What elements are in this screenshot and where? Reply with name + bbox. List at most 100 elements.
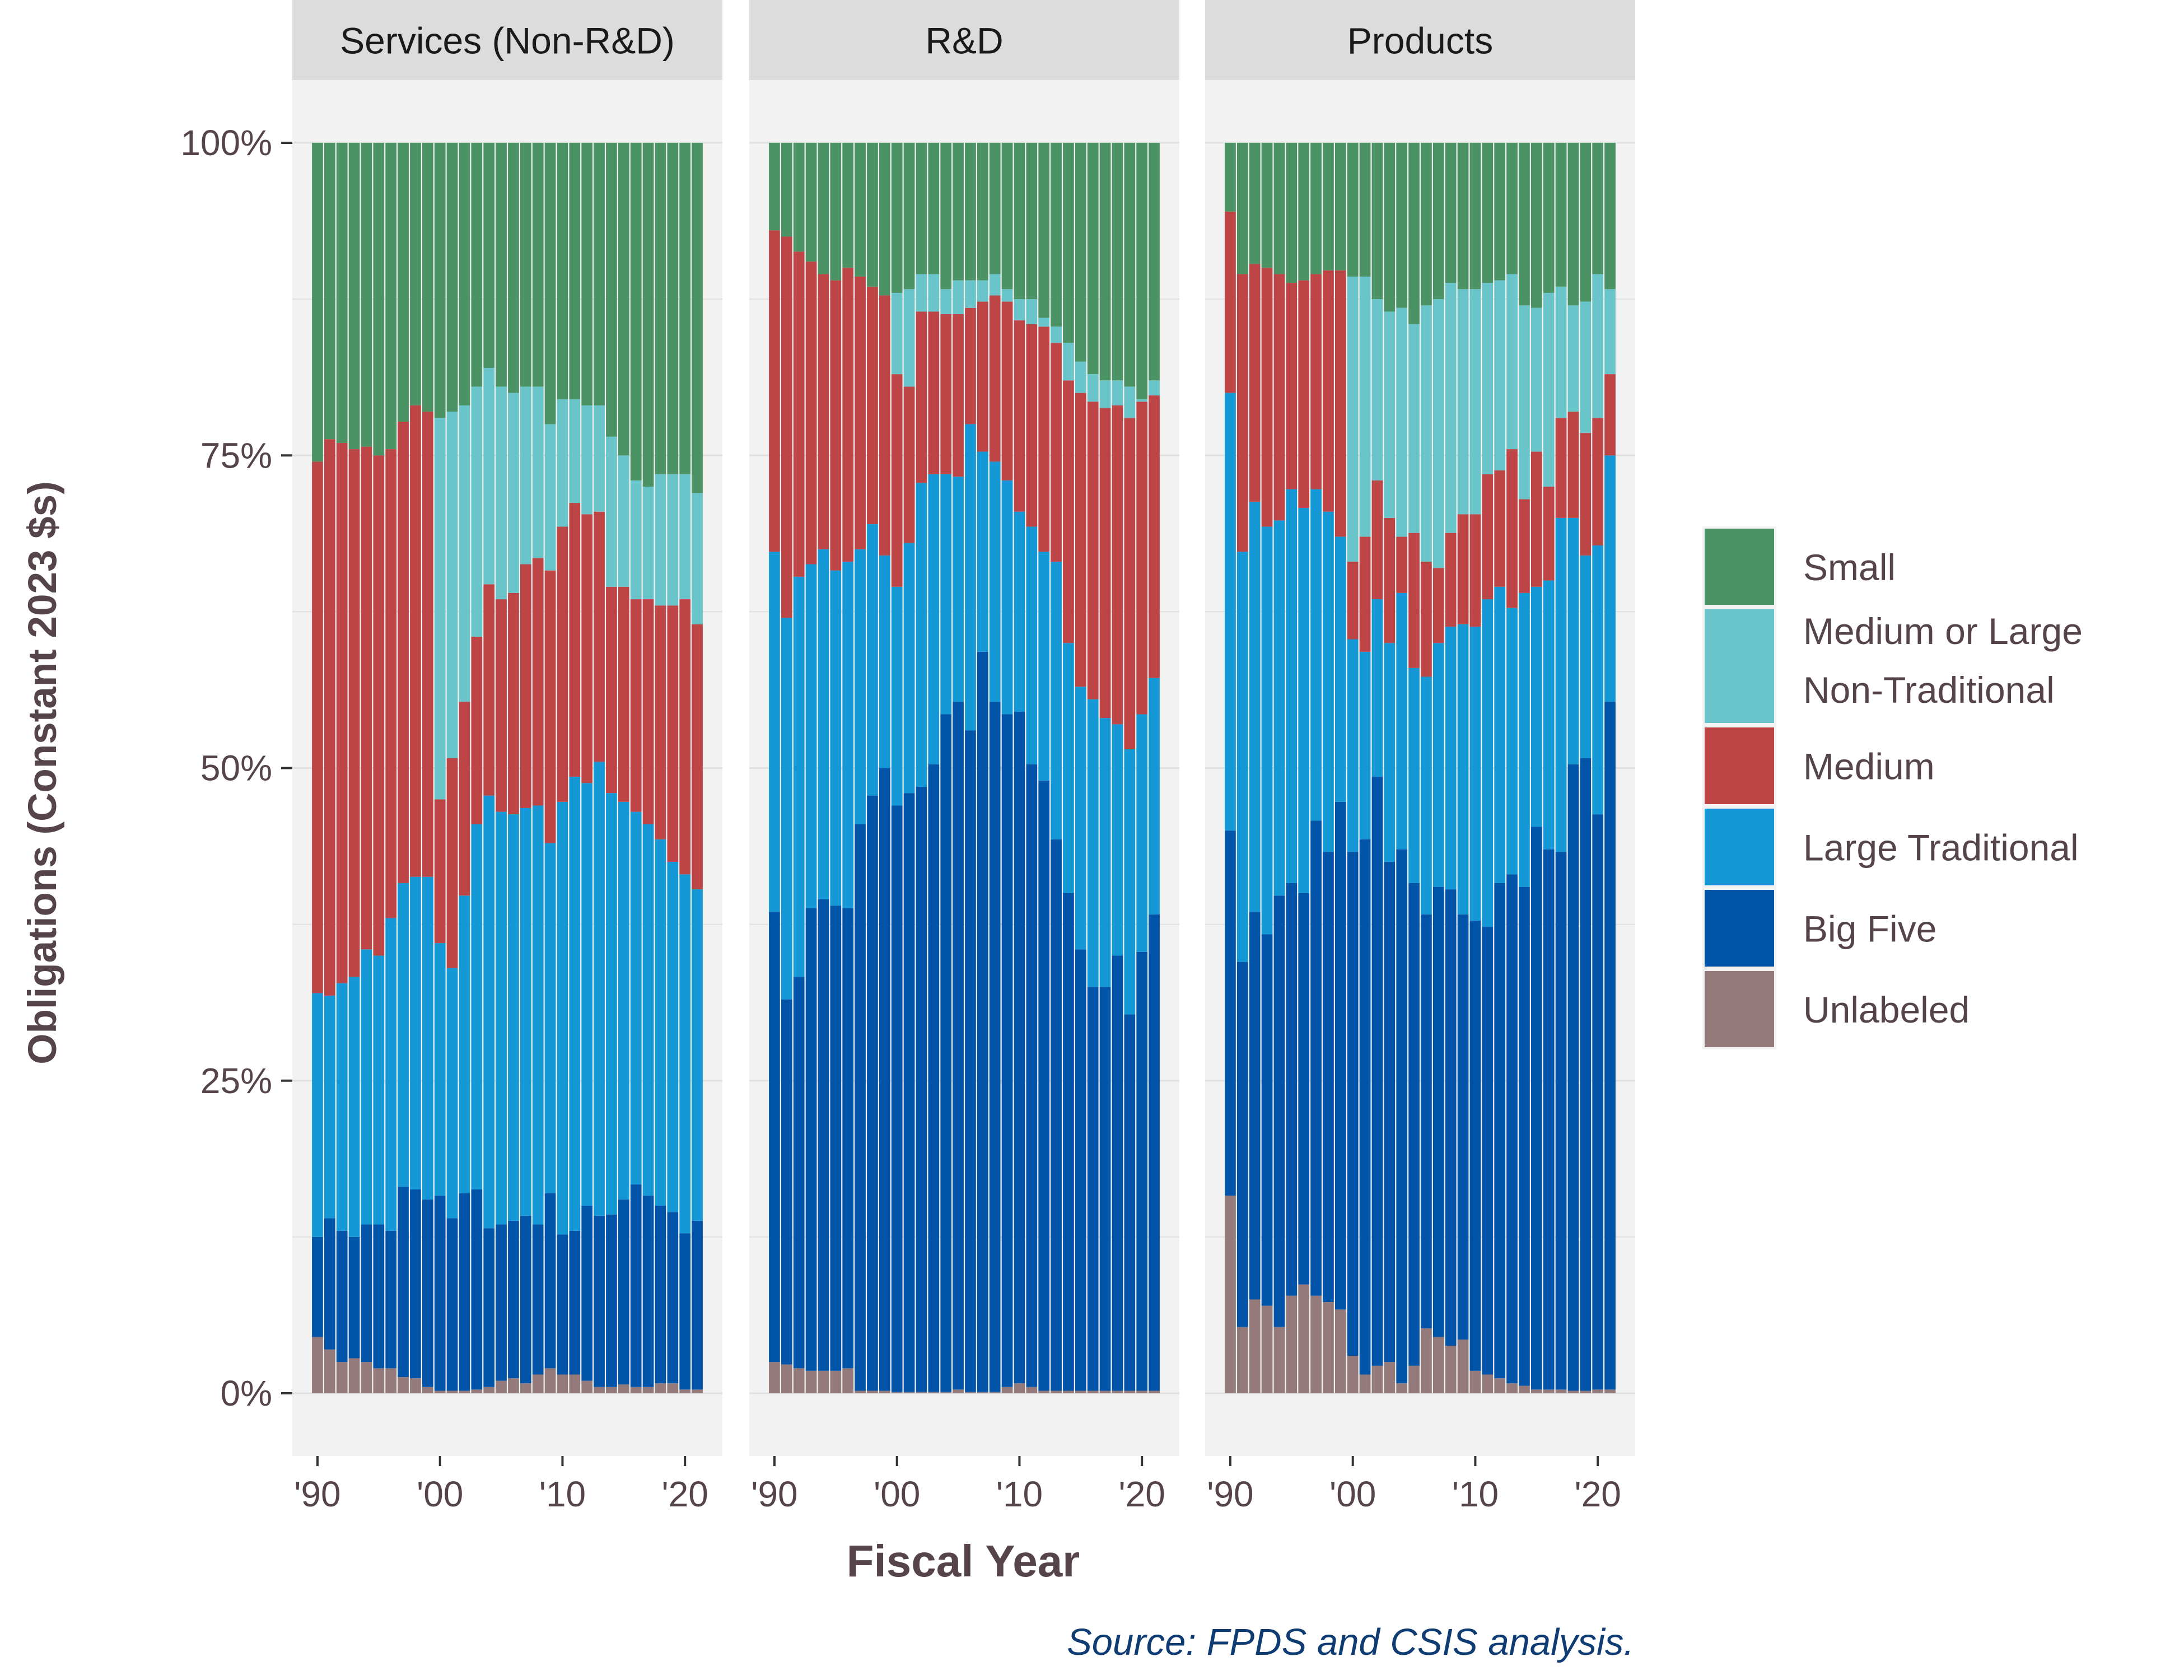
bar-segment-large-traditional-2000 [1347, 639, 1359, 852]
bar-segment-unlabeled-2013 [594, 1387, 605, 1393]
bar-segment-medium-or-large-non-traditional-2005 [1408, 324, 1420, 533]
bar-segment-large-traditional-1996 [842, 562, 854, 908]
legend-item-big-five: Big Five [1702, 888, 1936, 969]
bar-segment-small-1998 [1323, 143, 1334, 270]
bar-segment-small-2005 [1408, 143, 1420, 324]
bar-segment-medium-or-large-non-traditional-2013 [1051, 326, 1062, 343]
bar-segment-medium-2013 [1506, 449, 1518, 608]
bar-segment-big-five-2015 [1530, 827, 1542, 1390]
bar-segment-medium-2010 [557, 526, 568, 802]
bar-segment-unlabeled-2017 [1555, 1389, 1567, 1393]
bar-segment-small-1991 [1236, 143, 1248, 274]
bar-segment-medium-1995 [830, 280, 842, 571]
bar-segment-medium-2004 [940, 314, 952, 474]
bar-segment-small-1994 [818, 143, 829, 274]
bar-segment-medium-1990 [1225, 211, 1236, 393]
bar-segment-unlabeled-1999 [1334, 1309, 1346, 1393]
bar-segment-unlabeled-1990 [769, 1362, 780, 1393]
bar-segment-big-five-2018 [1567, 764, 1579, 1391]
panels-layer: Services (Non-R&D) '90 '00 '10 '20 R&D '90 '00 '… [292, 0, 1635, 1514]
bar-segment-large-traditional-2013 [1051, 562, 1062, 839]
bar-segment-small-1994 [361, 143, 372, 447]
bar-segment-medium-1996 [842, 268, 854, 562]
bar-segment-small-1990 [312, 143, 323, 462]
legend-label: Medium or Large [1803, 610, 2083, 652]
bar-segment-big-five-1997 [855, 824, 866, 1391]
bar-segment-unlabeled-2003 [928, 1392, 940, 1393]
bar-segment-big-five-2014 [1063, 893, 1074, 1391]
bar-segment-small-2013 [1506, 143, 1518, 274]
legend-item-unlabeled: Unlabeled [1702, 969, 1970, 1049]
bar-segment-large-traditional-1997 [398, 883, 409, 1187]
bar-segment-medium-2014 [606, 586, 617, 794]
bar-segment-big-five-1998 [410, 1189, 421, 1379]
bar-segment-medium-1999 [879, 295, 890, 556]
bar-segment-large-traditional-2011 [1482, 599, 1494, 927]
bar-segment-big-five-1993 [805, 908, 817, 1371]
bar-segment-medium-2021 [692, 624, 703, 890]
bar-segment-medium-2001 [903, 386, 915, 543]
bar-segment-medium-1996 [1298, 280, 1310, 508]
bar-segment-big-five-2011 [569, 1230, 581, 1375]
bar-segment-small-2012 [581, 143, 593, 405]
bar-segment-large-traditional-1993 [348, 977, 360, 1237]
bar-segment-large-traditional-1998 [867, 524, 878, 796]
panel-services-non-r-d: Services (Non-R&D) '90 '00 '10 '20 [292, 0, 722, 1514]
bar-segment-small-1993 [348, 143, 360, 450]
bar-segment-large-traditional-2013 [1506, 608, 1518, 875]
bar-segment-small-2010 [1469, 143, 1481, 290]
bar-segment-unlabeled-2009 [1457, 1339, 1469, 1393]
bar-segment-large-traditional-2003 [928, 474, 940, 764]
legend-label: Large Traditional [1803, 827, 2079, 869]
bar-segment-large-traditional-2011 [569, 777, 581, 1231]
legend-swatch [1705, 809, 1774, 885]
panel-r-d: R&D '90 '00 '10 '20 [749, 0, 1179, 1514]
bar-segment-medium-2016 [1087, 402, 1099, 699]
bar-segment-unlabeled-2007 [520, 1383, 531, 1393]
bar-segment-medium-or-large-non-traditional-2011 [1482, 283, 1494, 474]
bar-segment-big-five-2001 [446, 1218, 458, 1391]
bar-segment-unlabeled-2008 [989, 1392, 1001, 1393]
bar-segment-small-2016 [1087, 143, 1099, 375]
bar-segment-small-2004 [1396, 143, 1408, 308]
bar-segment-large-traditional-1990 [312, 993, 323, 1237]
bar-segment-medium-2006 [508, 592, 519, 815]
bar-segment-unlabeled-2017 [1099, 1390, 1111, 1393]
bar-segment-small-2009 [544, 143, 556, 424]
bar-segment-large-traditional-2009 [1001, 480, 1013, 715]
bar-segment-small-2004 [940, 143, 952, 290]
bar-segment-large-traditional-2008 [1445, 627, 1457, 890]
bar-segment-medium-or-large-non-traditional-2017 [642, 487, 654, 600]
bar-segment-small-1999 [1334, 143, 1346, 270]
bar-segment-medium-2016 [630, 599, 642, 812]
bar-segment-small-1995 [830, 143, 842, 281]
x-axis-title: Fiscal Year [847, 1536, 1080, 1586]
bar-segment-unlabeled-2003 [1384, 1362, 1396, 1393]
bar-segment-small-1993 [805, 143, 817, 262]
bar-segment-big-five-2003 [1384, 861, 1396, 1362]
bar-segment-small-2018 [1112, 143, 1123, 381]
x-tick-label: '90 [751, 1474, 797, 1514]
bar-segment-large-traditional-2010 [557, 801, 568, 1235]
bar-segment-small-2009 [1457, 143, 1469, 290]
bar-segment-unlabeled-2020 [1592, 1389, 1604, 1393]
bar-segment-medium-or-large-non-traditional-2003 [928, 274, 940, 312]
bar-segment-small-2021 [1604, 143, 1616, 290]
bar-segment-big-five-1990 [769, 912, 780, 1362]
bar-segment-large-traditional-2016 [1087, 699, 1099, 987]
bar-segment-large-traditional-1999 [1334, 536, 1346, 802]
bar-segment-small-2001 [1359, 143, 1371, 277]
bar-segment-medium-2017 [642, 599, 654, 824]
bar-segment-unlabeled-2008 [1445, 1346, 1457, 1393]
bar-segment-big-five-1997 [398, 1187, 409, 1377]
bar-segment-large-traditional-2019 [667, 861, 679, 1212]
bar-segment-unlabeled-2021 [692, 1389, 703, 1393]
bar-segment-small-2015 [1075, 143, 1086, 362]
bar-segment-big-five-2010 [1014, 712, 1025, 1384]
bar-segment-large-traditional-2010 [1014, 511, 1025, 712]
bar-segment-large-traditional-2015 [618, 801, 629, 1200]
bar-segment-medium-2002 [1371, 480, 1383, 600]
bar-segment-large-traditional-1997 [855, 549, 866, 824]
bar-segment-unlabeled-2018 [655, 1383, 666, 1393]
bar-segment-big-five-2002 [459, 1193, 470, 1391]
